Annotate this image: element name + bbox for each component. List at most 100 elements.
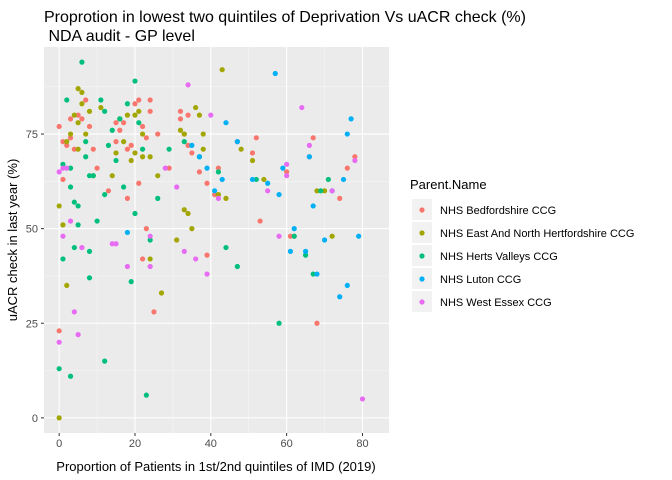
data-point xyxy=(249,176,256,183)
data-point xyxy=(83,154,89,160)
data-point xyxy=(67,165,74,171)
data-point xyxy=(86,275,93,281)
data-point xyxy=(86,173,93,179)
data-point xyxy=(314,188,320,194)
data-point xyxy=(124,229,131,236)
data-point xyxy=(75,86,81,92)
data-point xyxy=(56,328,62,334)
data-point xyxy=(113,150,119,156)
data-point xyxy=(136,120,142,126)
data-point xyxy=(128,157,134,164)
data-point xyxy=(234,263,240,270)
data-point xyxy=(196,112,203,118)
data-point xyxy=(306,142,312,148)
data-point xyxy=(155,173,161,179)
data-point xyxy=(128,142,134,148)
data-point xyxy=(265,180,271,186)
data-point xyxy=(185,142,191,148)
data-point xyxy=(284,173,290,179)
data-point xyxy=(212,191,218,198)
data-point xyxy=(314,320,320,326)
chart-subtitle: NDA audit - GP level xyxy=(44,28,195,45)
data-point xyxy=(208,112,214,118)
data-point xyxy=(253,176,259,183)
data-point xyxy=(166,146,172,152)
data-point xyxy=(181,248,187,254)
data-point xyxy=(71,309,77,315)
data-point xyxy=(94,218,100,224)
data-point xyxy=(56,203,62,209)
data-point xyxy=(314,271,320,277)
data-point xyxy=(136,97,142,103)
data-point xyxy=(71,112,77,118)
data-point xyxy=(102,191,108,198)
data-point xyxy=(310,203,316,209)
major-gridlines xyxy=(44,47,389,433)
data-point xyxy=(67,218,74,224)
data-point xyxy=(310,135,316,141)
data-point xyxy=(60,256,66,262)
data-point xyxy=(265,188,271,194)
data-point xyxy=(117,116,123,122)
data-point xyxy=(98,104,104,111)
data-point xyxy=(132,150,138,156)
data-point xyxy=(105,142,112,148)
legend: Parent.Name NHS Bedfordshire CCG NHS East… xyxy=(410,177,634,312)
x-tick-label: 20 xyxy=(129,438,141,450)
data-point xyxy=(71,146,77,152)
data-point xyxy=(64,165,70,171)
data-point xyxy=(147,256,153,262)
data-point xyxy=(67,135,74,141)
data-point xyxy=(348,116,354,122)
data-point xyxy=(132,78,138,84)
data-point xyxy=(337,294,343,300)
data-point xyxy=(124,146,131,152)
data-point xyxy=(340,176,347,183)
legend-key xyxy=(419,230,425,236)
data-point xyxy=(280,165,286,171)
data-point xyxy=(174,237,180,243)
data-point xyxy=(143,226,149,232)
data-point xyxy=(124,263,131,270)
data-point xyxy=(143,135,149,141)
data-point xyxy=(223,244,229,251)
data-point xyxy=(75,112,81,118)
data-point xyxy=(132,112,138,118)
data-point xyxy=(67,116,74,122)
data-points xyxy=(56,59,366,421)
data-point xyxy=(86,123,93,130)
data-point xyxy=(204,271,210,277)
data-point xyxy=(344,131,350,137)
y-tick-label: 50 xyxy=(26,224,38,236)
data-point xyxy=(67,131,74,137)
data-point xyxy=(79,101,85,107)
data-point xyxy=(147,263,153,270)
data-point xyxy=(79,116,85,122)
data-point xyxy=(147,237,153,243)
data-point xyxy=(109,127,115,133)
data-point xyxy=(139,256,146,262)
data-point xyxy=(177,116,184,122)
data-point xyxy=(204,180,210,186)
data-point xyxy=(60,176,66,183)
data-point xyxy=(193,104,199,111)
x-axis: 0 20 40 60 80 xyxy=(56,433,369,450)
data-point xyxy=(261,176,267,183)
data-point xyxy=(64,139,70,145)
data-point xyxy=(181,131,187,137)
data-point xyxy=(162,165,168,171)
data-point xyxy=(219,176,225,183)
data-point xyxy=(318,188,324,194)
data-point xyxy=(215,169,221,175)
data-point xyxy=(325,176,331,183)
data-point xyxy=(287,233,294,239)
minor-gridlines xyxy=(44,47,389,433)
data-point xyxy=(215,191,221,198)
data-point xyxy=(185,112,191,118)
data-point xyxy=(105,188,112,194)
data-point xyxy=(200,131,206,137)
data-point xyxy=(200,146,206,152)
data-point xyxy=(113,139,119,145)
legend-label: NHS Herts Valleys CCG xyxy=(440,251,558,263)
data-point xyxy=(83,97,89,103)
